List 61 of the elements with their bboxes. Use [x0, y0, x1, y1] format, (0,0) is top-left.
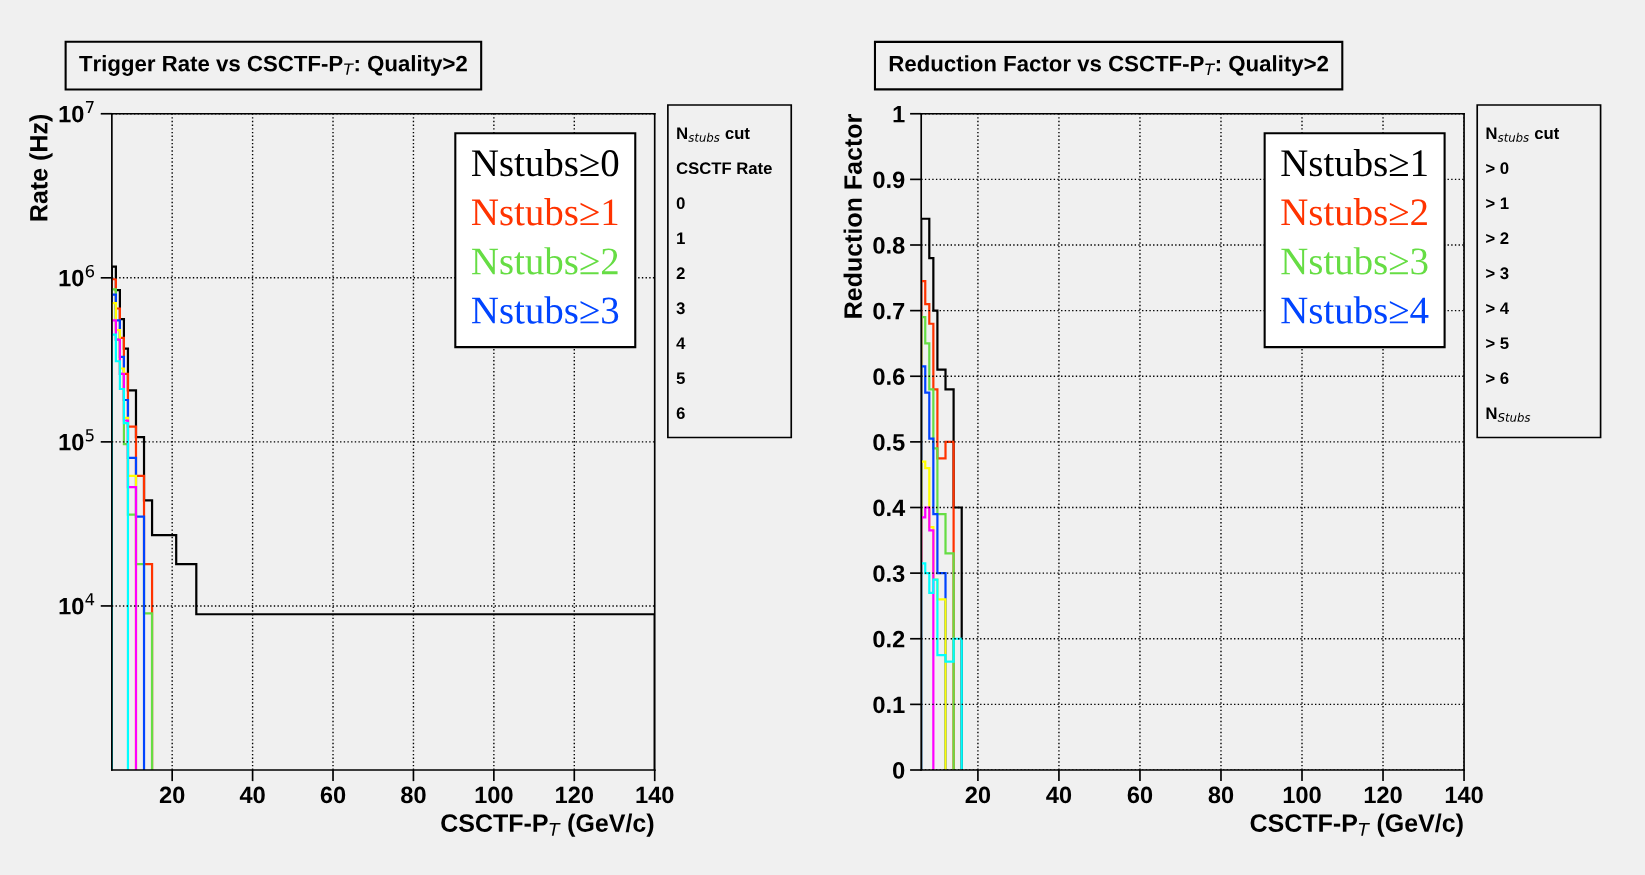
y-tick-label: 10$^{7}$: [59, 101, 94, 123]
x-tick-label: 100: [1283, 786, 1321, 804]
x-tick-label: 60: [1127, 786, 1153, 804]
y-tick-label: 10$^{6}$: [59, 264, 95, 287]
y-tick-label: 0.7: [873, 302, 905, 320]
x-tick-label: 120: [1364, 786, 1402, 804]
y-tick-label: 0.3: [873, 565, 905, 582]
text: > 5: [1486, 337, 1509, 350]
text: 5: [676, 372, 685, 385]
y-tick-label: 0.8: [873, 237, 905, 254]
text: CSCTF Rate: [676, 162, 772, 175]
x-tick-label: 140: [636, 786, 674, 804]
chart-title: Trigger Rate vs CSCTF-P$_{T}$: Quality>2: [79, 55, 467, 76]
text: > 6: [1486, 372, 1509, 385]
text: > 1: [1486, 197, 1509, 209]
x-tick-label: 120: [556, 786, 594, 804]
text: Nstubs≥3: [1281, 247, 1428, 275]
text: 1: [677, 232, 685, 244]
text: N$_{stubs}$ cut: [677, 127, 750, 142]
y-tick-label: 0.2: [873, 630, 905, 648]
text: Nstubs≥3: [471, 296, 619, 324]
x-tick-label: 40: [1046, 786, 1072, 804]
x-tick-label: 80: [1208, 786, 1234, 804]
text: > 3: [1486, 267, 1509, 280]
text: N$_{stubs}$ cut: [1486, 127, 1560, 142]
text: 4: [676, 337, 686, 349]
x-tick-label: 20: [159, 786, 185, 804]
y-tick-label: 1: [893, 106, 905, 123]
text: 3: [676, 302, 685, 315]
y-tick-label: 10$^{5}$: [59, 429, 94, 451]
text: > 4: [1486, 302, 1509, 314]
text: N$_{Stubs}$: [1486, 407, 1531, 422]
x-tick-label: 100: [475, 786, 513, 804]
text: 6: [676, 407, 685, 420]
x-tick-label: 40: [239, 786, 265, 804]
text: > 2: [1486, 232, 1509, 244]
text: Nstubs≥1: [471, 198, 618, 226]
y-tick-label: 0.1: [873, 696, 905, 714]
x-tick-label: 20: [965, 786, 991, 804]
x-tick-label: 60: [320, 786, 346, 804]
x-tick-label: 140: [1445, 786, 1483, 804]
x-tick-label: 80: [401, 786, 426, 804]
text: > 0: [1486, 162, 1509, 175]
chart-title: Reduction Factor vs CSCTF-P$_{T}$: Quality>2: [889, 55, 1329, 76]
y-tick-label: 0.4: [873, 499, 906, 517]
y-tick-label: 0.9: [873, 171, 905, 189]
x-axis-title: CSCTF-P$_{T}$ (GeV/c): [1250, 813, 1463, 837]
y-tick-label: 0.6: [873, 368, 905, 386]
text: 0: [676, 197, 685, 210]
text: Nstubs≥1: [1281, 148, 1427, 177]
text: Nstubs≥2: [471, 247, 618, 275]
y-axis-title: Rate (Hz): [29, 114, 53, 221]
text: Nstubs≥0: [471, 148, 619, 177]
text: Nstubs≥2: [1281, 198, 1427, 226]
y-tick-label: 0.5: [873, 433, 905, 451]
y-axis-title: Reduction Factor: [843, 114, 862, 318]
y-tick-label: 10$^{4}$: [59, 593, 95, 615]
y-tick-label: 0: [893, 762, 905, 779]
text: Nstubs≥4: [1281, 296, 1429, 324]
text: 2: [676, 267, 685, 279]
x-axis-title: CSCTF-P$_{T}$ (GeV/c): [441, 813, 654, 837]
